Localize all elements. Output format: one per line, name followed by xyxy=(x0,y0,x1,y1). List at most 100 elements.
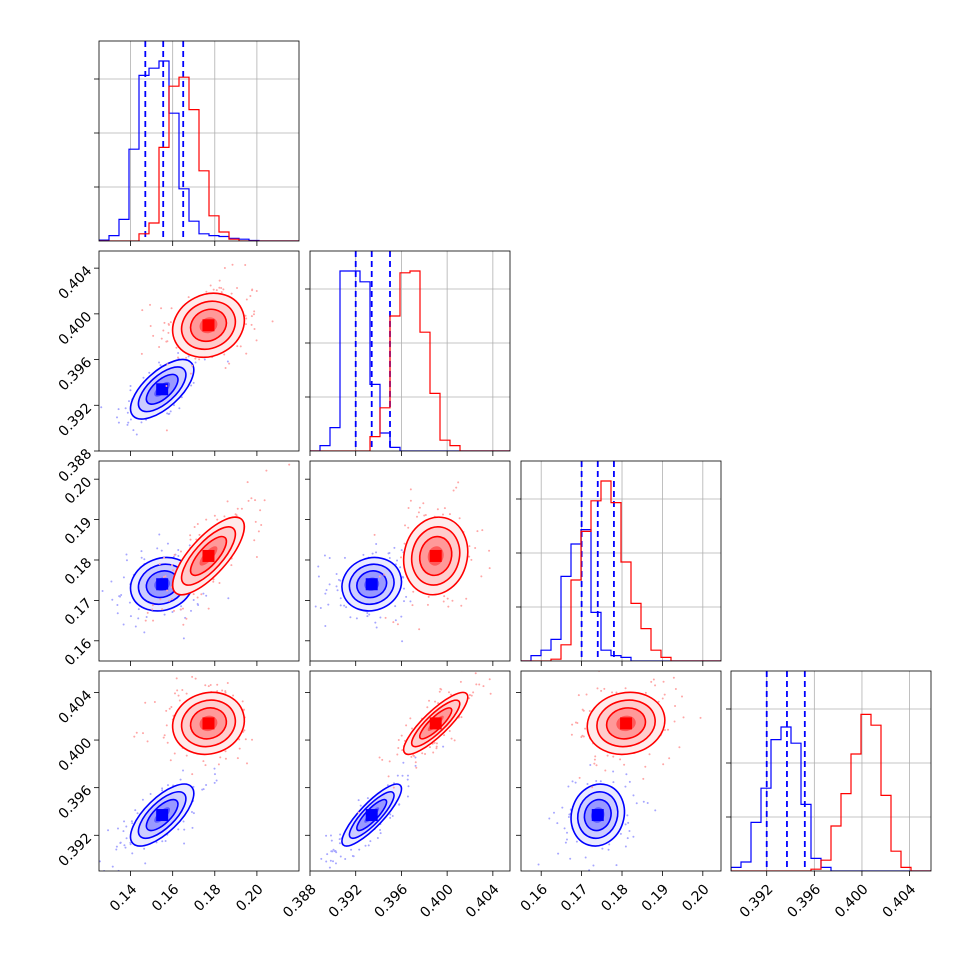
scatter-point xyxy=(567,785,570,788)
scatter-point xyxy=(177,351,180,354)
scatter-point xyxy=(115,848,118,851)
scatter-point xyxy=(588,710,591,713)
scatter-point xyxy=(615,691,618,694)
scatter-point xyxy=(216,518,219,521)
scatter-point xyxy=(443,507,446,510)
scatter-point xyxy=(358,848,361,851)
x-tick-label: 0.20 xyxy=(233,881,266,914)
scatter-point xyxy=(166,589,169,592)
scatter-point xyxy=(194,361,197,364)
scatter-point xyxy=(328,866,331,869)
scatter-point xyxy=(185,754,188,757)
panel-frame xyxy=(309,460,511,662)
scatter-point xyxy=(223,353,226,356)
scatter-point xyxy=(195,538,198,541)
scatter-point xyxy=(118,595,121,598)
scatter-point xyxy=(251,289,254,292)
peak-cell xyxy=(202,549,215,562)
scatter-point xyxy=(406,795,409,798)
scatter-point xyxy=(243,729,246,732)
scatter-point xyxy=(119,841,122,844)
scatter-point xyxy=(202,592,205,595)
scatter-point xyxy=(571,780,574,783)
scatter-point xyxy=(255,339,258,342)
scatter-point xyxy=(434,700,437,703)
y-tick-label: 0.396 xyxy=(56,783,96,823)
scatter-point xyxy=(402,761,405,764)
scatter-point xyxy=(593,758,596,761)
scatter-point xyxy=(407,526,410,529)
scatter-point xyxy=(177,694,180,697)
scatter-point xyxy=(160,307,163,310)
scatter-point xyxy=(250,323,253,326)
scatter-point xyxy=(110,580,113,583)
scatter-point xyxy=(644,765,647,768)
histogram-series-1 xyxy=(310,270,510,451)
scatter-point xyxy=(131,822,134,825)
scatter-point xyxy=(213,773,216,776)
scatter-point xyxy=(378,756,381,759)
scatter-point xyxy=(397,738,400,741)
scatter-point xyxy=(111,598,114,601)
contour-line-1 xyxy=(410,699,461,748)
panel-2-0: 0.160.170.180.190.20 xyxy=(62,460,300,669)
scatter-point xyxy=(140,352,143,355)
scatter-point xyxy=(339,833,342,836)
scatter-point xyxy=(235,514,238,517)
scatter-point xyxy=(171,597,174,600)
scatter-point xyxy=(215,779,218,782)
scatter-point xyxy=(144,862,147,865)
peak-cell xyxy=(202,319,215,332)
y-tick-label: 0.392 xyxy=(56,400,96,440)
panel-frame xyxy=(309,250,511,452)
scatter-point xyxy=(159,598,162,601)
scatter-point xyxy=(143,558,146,561)
scatter-point xyxy=(253,539,256,542)
scatter-point xyxy=(140,556,143,559)
scatter-point xyxy=(178,699,181,702)
scatter-point xyxy=(339,597,342,600)
scatter-point xyxy=(191,826,194,829)
scatter-point xyxy=(250,497,253,500)
scatter-point xyxy=(391,815,394,818)
scatter-point xyxy=(394,619,397,622)
x-tick-label: 0.19 xyxy=(639,881,672,914)
scatter-point xyxy=(407,506,410,509)
scatter-point xyxy=(212,580,215,583)
scatter-point xyxy=(475,683,478,686)
scatter-point xyxy=(450,737,453,740)
scatter-point xyxy=(224,750,227,753)
scatter-point xyxy=(183,842,186,845)
scatter-point xyxy=(410,755,413,758)
scatter-point xyxy=(367,844,370,847)
scatter-point xyxy=(667,728,670,731)
scatter-point xyxy=(314,605,317,608)
scatter-point xyxy=(366,797,369,800)
scatter-point xyxy=(219,756,222,759)
scatter-point xyxy=(433,741,436,744)
scatter-point xyxy=(117,421,120,424)
scatter-point xyxy=(124,407,127,410)
scatter-point xyxy=(383,573,386,576)
scatter-point xyxy=(185,356,188,359)
scatter-point xyxy=(646,802,649,805)
contour-line-1 xyxy=(576,791,619,840)
histogram-series-1 xyxy=(731,713,931,871)
scatter-point xyxy=(241,700,244,703)
scatter-point xyxy=(320,857,323,860)
peak-cell xyxy=(591,809,604,822)
scatter-point xyxy=(375,626,378,629)
scatter-point xyxy=(417,511,420,514)
scatter-point xyxy=(328,583,331,586)
scatter-point xyxy=(124,846,127,849)
scatter-point xyxy=(217,763,220,766)
scatter-point xyxy=(317,575,320,578)
scatter-point xyxy=(144,619,147,622)
scatter-point xyxy=(328,556,331,559)
scatter-point xyxy=(599,780,602,783)
scatter-point xyxy=(216,683,219,686)
scatter-point xyxy=(223,266,226,269)
scatter-point xyxy=(236,345,239,348)
scatter-point xyxy=(379,832,382,835)
